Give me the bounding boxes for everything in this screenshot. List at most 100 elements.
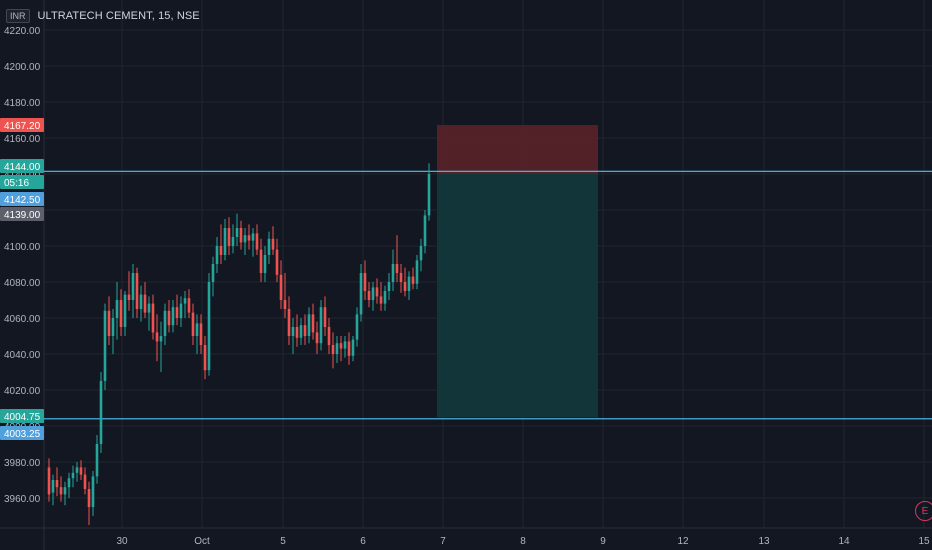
- candle-body: [79, 467, 83, 475]
- y-tick-label: 4040.00: [4, 350, 41, 361]
- symbol-title[interactable]: ULTRATECH CEMENT, 15, NSE: [37, 10, 200, 22]
- x-tick-label: 12: [677, 536, 689, 547]
- price-tag-bg: [0, 159, 44, 173]
- price-tag-label: 4004.75: [4, 412, 41, 423]
- candle-body: [119, 300, 123, 327]
- candle-body: [211, 264, 215, 282]
- price-tag-label: 4142.50: [4, 195, 41, 206]
- x-tick-label: 8: [520, 536, 526, 547]
- candle-body: [151, 303, 155, 333]
- price-tag: 4142.50: [0, 192, 44, 206]
- earnings-e-icon[interactable]: E: [915, 501, 932, 521]
- candle-body: [111, 318, 115, 336]
- candle-body: [99, 381, 103, 444]
- candle-body: [235, 228, 239, 237]
- candle-body: [143, 294, 147, 313]
- price-tag-bg: [0, 409, 44, 423]
- y-tick-label: 4200.00: [4, 62, 41, 73]
- candle-body: [263, 255, 267, 273]
- target-zone[interactable]: [437, 174, 598, 418]
- y-tick-label: 3960.00: [4, 494, 41, 505]
- candle-body: [175, 307, 179, 318]
- candle-body: [107, 310, 111, 336]
- candle-body: [307, 314, 311, 336]
- price-tag: 4167.20: [0, 118, 44, 132]
- x-tick-label: 30: [116, 536, 128, 547]
- candle-body: [179, 303, 183, 318]
- candle-body: [91, 476, 95, 507]
- candle-body: [251, 233, 255, 241]
- candle-body: [55, 480, 59, 488]
- candle-body: [267, 238, 271, 255]
- candle-body: [115, 300, 119, 318]
- chart-header: INR ULTRATECH CEMENT, 15, NSE: [6, 6, 200, 26]
- candle-body: [163, 310, 167, 336]
- candle-body: [315, 332, 319, 344]
- candle-body: [271, 238, 275, 250]
- candle-body: [75, 467, 79, 473]
- price-tag: 05:16: [0, 175, 44, 189]
- candle-body: [183, 298, 187, 304]
- candle-body: [367, 291, 371, 300]
- candle-body: [327, 327, 331, 345]
- price-tag-bg: [0, 118, 44, 132]
- x-tick-label: 14: [838, 536, 850, 547]
- candle-body: [219, 246, 223, 255]
- candle-body: [255, 233, 259, 250]
- candle-body: [347, 341, 351, 356]
- candle-body: [127, 294, 131, 300]
- candle-body: [139, 294, 143, 309]
- candle-body: [247, 235, 251, 241]
- candle-body: [67, 478, 71, 488]
- candle-body: [331, 345, 335, 354]
- candle-body: [283, 300, 287, 309]
- price-tag-label: 05:16: [4, 178, 29, 189]
- candle-body: [203, 345, 207, 371]
- candle-body: [103, 310, 107, 381]
- candle-body: [275, 249, 279, 275]
- price-tag: 4139.00: [0, 207, 44, 221]
- candle-body: [199, 323, 203, 345]
- candle-body: [311, 314, 315, 333]
- candle-body: [95, 444, 99, 477]
- candle-body: [351, 339, 355, 356]
- price-tag-bg: [0, 207, 44, 221]
- stop-loss-zone[interactable]: [437, 125, 598, 174]
- candle-body: [359, 273, 363, 315]
- candle-body: [47, 467, 51, 495]
- candle-body: [59, 487, 63, 495]
- price-tag: 4004.75: [0, 409, 44, 423]
- x-tick-label: 15: [918, 536, 930, 547]
- candle-body: [239, 228, 243, 243]
- candle-body: [387, 282, 391, 291]
- candle-body: [427, 174, 431, 216]
- currency-badge[interactable]: INR: [6, 9, 30, 23]
- candle-body: [375, 287, 379, 297]
- candle-body: [403, 282, 407, 291]
- candle-body: [355, 314, 359, 340]
- candle-body: [63, 487, 67, 495]
- candle-body: [191, 312, 195, 336]
- y-tick-label: 4180.00: [4, 98, 41, 109]
- candle-body: [295, 327, 299, 338]
- candle-body: [299, 325, 303, 338]
- candle-body: [135, 273, 139, 309]
- y-tick-label: 4100.00: [4, 242, 41, 253]
- candle-body: [231, 237, 235, 246]
- candle-body: [227, 228, 231, 246]
- candle-body: [399, 273, 403, 282]
- candle-body: [391, 264, 395, 282]
- candle-body: [51, 480, 55, 493]
- x-tick-label: 5: [280, 536, 286, 547]
- candle-body: [159, 336, 163, 342]
- candle-body: [155, 332, 159, 342]
- candle-body: [423, 215, 427, 246]
- candle-body: [195, 323, 199, 336]
- candle-body: [319, 307, 323, 344]
- candle-body: [371, 287, 375, 300]
- candle-body: [71, 472, 75, 479]
- price-tag-label: 4003.25: [4, 429, 41, 440]
- candle-body: [411, 276, 415, 284]
- candle-body: [383, 291, 387, 304]
